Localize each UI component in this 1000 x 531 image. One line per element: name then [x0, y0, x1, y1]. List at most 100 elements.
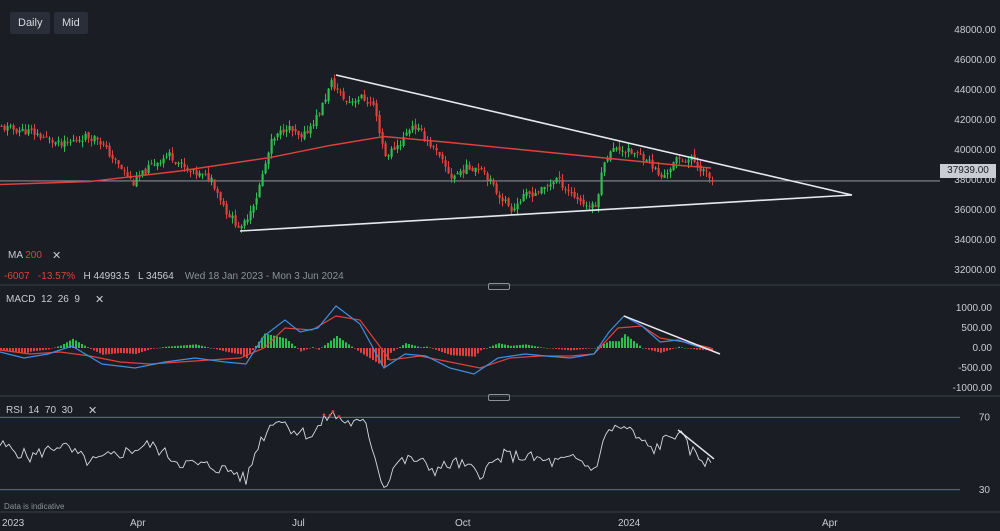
candle-body — [525, 192, 528, 196]
macd-histogram-bar — [51, 348, 53, 349]
candle-body — [630, 149, 633, 154]
macd-histogram-bar — [462, 348, 464, 356]
macd-histogram-bar — [483, 348, 485, 350]
macd-histogram-bar — [594, 348, 596, 349]
macd-histogram-bar — [177, 345, 179, 348]
macd-histogram-bar — [690, 348, 692, 349]
candle-body — [429, 141, 432, 147]
candle-body — [174, 162, 177, 164]
macd-histogram-bar — [405, 343, 407, 348]
macd-histogram-bar — [78, 342, 80, 348]
stats-line: -6007 -13.57% H 44993.5 L 34564 Wed 18 J… — [4, 271, 344, 282]
candle-body — [585, 205, 588, 207]
macd-histogram-bar — [39, 348, 41, 351]
candle-body — [459, 171, 462, 176]
candle-body — [675, 157, 678, 164]
candlesticks — [0, 74, 714, 233]
macd-histogram-bar — [699, 348, 701, 350]
macd-histogram-bar — [558, 348, 560, 350]
candle-body — [711, 179, 714, 182]
candle-body — [102, 143, 105, 145]
candle-body — [39, 133, 42, 139]
candle-body — [273, 138, 276, 141]
macd-histogram-bar — [195, 344, 197, 348]
candle-body — [555, 177, 558, 183]
candle-body — [30, 128, 33, 131]
macd-histogram-bar — [630, 338, 632, 348]
candle-body — [477, 168, 480, 170]
y-tick-label: 38000.00 — [954, 175, 996, 186]
candle-body — [372, 101, 375, 105]
macd-histogram-bar — [138, 348, 140, 354]
rsi-legend-name: RSI — [6, 405, 23, 416]
macd-histogram-bar — [96, 348, 98, 352]
macd-legend-name: MACD — [6, 294, 36, 305]
candle-body — [36, 133, 39, 135]
candle-body — [309, 126, 312, 134]
pane-resize-handle[interactable] — [488, 394, 510, 401]
macd-histogram-bar — [621, 337, 623, 348]
candle-body — [453, 175, 456, 180]
change-value: -6007 — [4, 271, 30, 282]
y-axis-labels: 48000.00 46000.00 44000.00 42000.00 40000.00… — [953, 25, 997, 496]
close-icon[interactable]: ✕ — [52, 250, 62, 262]
macd-histogram-bar — [681, 347, 683, 348]
macd-histogram-bar — [438, 348, 440, 351]
macd-histogram-bar — [69, 340, 71, 348]
macd-histogram-bar — [210, 348, 212, 349]
candle-body — [516, 203, 519, 210]
close-icon[interactable]: ✕ — [95, 294, 105, 306]
macd-histogram-bar — [546, 348, 548, 349]
macd-histogram-bar — [450, 348, 452, 356]
candle-body — [105, 145, 108, 148]
macd-histogram-bar — [3, 348, 5, 351]
macd-histogram-bar — [423, 346, 425, 348]
macd-histogram-bar — [588, 348, 590, 349]
x-tick-label: Apr — [130, 518, 146, 529]
candle-body — [456, 173, 459, 175]
macd-histogram-bar — [120, 348, 122, 354]
candle-body — [666, 173, 669, 175]
macd-histogram-bar — [153, 348, 155, 349]
candle-body — [576, 196, 579, 200]
macd-histogram-bar — [390, 348, 392, 353]
candle-body — [6, 126, 9, 131]
candle-body — [138, 176, 141, 178]
macd-histogram-bar — [426, 346, 428, 348]
candle-body — [9, 125, 12, 127]
macd-histogram-bar — [627, 336, 629, 348]
candle-body — [546, 185, 549, 187]
candle-body — [597, 194, 600, 208]
candle-body — [141, 170, 144, 176]
candle-body — [69, 141, 72, 143]
pane-resize-handle[interactable] — [488, 283, 510, 290]
macd-histogram-bar — [624, 334, 626, 348]
candle-body — [231, 215, 234, 219]
candle-body — [18, 130, 21, 133]
candle-body — [645, 160, 648, 162]
candle-body — [633, 153, 636, 155]
candle-body — [126, 172, 129, 177]
candle-body — [27, 129, 30, 134]
candle-body — [315, 114, 318, 126]
candle-body — [393, 147, 396, 150]
macd-histogram-bar — [267, 334, 269, 348]
mid-button[interactable]: Mid — [54, 12, 88, 34]
daily-button[interactable]: Daily — [10, 12, 51, 34]
candle-body — [99, 141, 102, 145]
candle-body — [573, 192, 576, 198]
macd-histogram-bar — [465, 348, 467, 357]
macd-histogram-bar — [702, 348, 704, 350]
candle-body — [345, 100, 348, 102]
macd-histogram-bar — [180, 345, 182, 348]
candle-body — [354, 101, 357, 103]
macd-histogram-bar — [291, 343, 293, 348]
close-icon[interactable]: ✕ — [88, 405, 98, 417]
macd-histogram-bar — [543, 347, 545, 349]
candle-body — [42, 136, 45, 138]
macd-histogram-bar — [441, 348, 443, 352]
candle-body — [84, 133, 87, 140]
ma200-line — [0, 135, 712, 186]
candle-body — [687, 159, 690, 163]
